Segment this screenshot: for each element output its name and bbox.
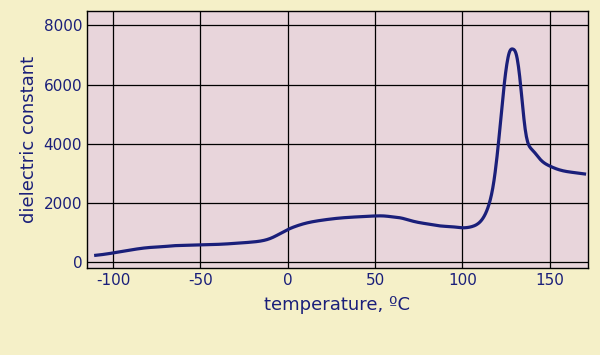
Y-axis label: dielectric constant: dielectric constant xyxy=(20,56,38,223)
X-axis label: temperature, ºC: temperature, ºC xyxy=(265,296,410,314)
